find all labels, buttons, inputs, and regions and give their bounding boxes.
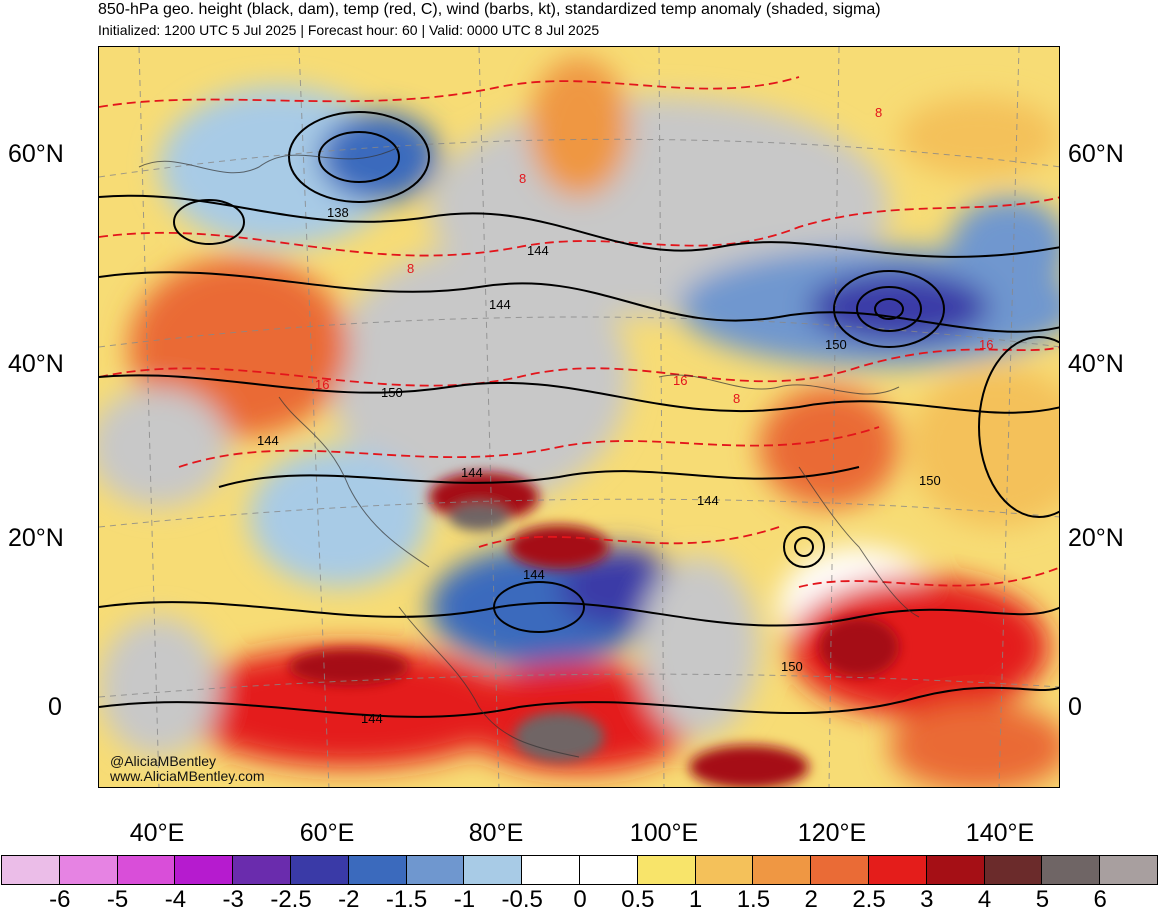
colorbar-swatch [289, 855, 349, 885]
temperature-contours [99, 76, 1059, 588]
anomaly-colorbar [1, 855, 1158, 885]
height-contour-label: 150 [825, 337, 847, 352]
lat-label-right-0: 0 [1068, 693, 1082, 721]
credit-handle: @AliciaMBentley [110, 753, 217, 769]
temperature-contour-label: 8 [407, 261, 415, 276]
lat-label-left-0: 0 [48, 693, 62, 721]
lat-label-left-40n: 40°N [8, 350, 64, 378]
colorbar-swatch [925, 855, 985, 885]
colorbar-tick-label: 5 [1035, 886, 1050, 913]
colorbar-tick-label: 4 [977, 886, 992, 913]
colorbar-swatch [232, 855, 291, 885]
map-subtitle: Initialized: 1200 UTC 5 Jul 2025 | Forec… [98, 22, 600, 38]
colorbar-tick-label: -3 [222, 886, 244, 913]
height-contour-label: 144 [527, 243, 549, 258]
height-contours [99, 111, 1059, 718]
colorbar-swatch [983, 855, 1043, 885]
lon-label-120e: 120°E [797, 819, 867, 847]
colorbar-tick-label: -5 [106, 886, 129, 913]
colorbar-tick-label: 0.5 [621, 886, 655, 913]
lon-label-40e: 40°E [129, 819, 185, 847]
colorbar-tick-label: -6 [49, 886, 71, 913]
colorbar-swatch [521, 855, 580, 885]
lon-label-100e: 100°E [629, 819, 699, 847]
lat-label-right-60n: 60°N [1068, 140, 1124, 168]
colorbar-tick-label: -2 [338, 886, 360, 913]
lat-label-left-60n: 60°N [8, 140, 64, 168]
colorbar-swatch [116, 855, 176, 885]
colorbar-swatch [174, 855, 234, 885]
colorbar-tick-label: 6 [1093, 886, 1107, 913]
colorbar-swatch [1099, 855, 1158, 885]
lat-label-right-20n: 20°N [1068, 524, 1124, 552]
lat-label-right-40n: 40°N [1068, 350, 1124, 378]
colorbar-tick-label: 1.5 [736, 886, 771, 913]
height-contour-label: 144 [361, 711, 383, 726]
height-contour-label: 144 [257, 433, 279, 448]
colorbar-tick-label: -2.5 [270, 886, 312, 913]
colorbar-swatch [405, 855, 465, 885]
colorbar-swatch [810, 855, 869, 885]
colorbar-tick-label: -1 [453, 886, 476, 913]
colorbar-swatch [1041, 855, 1101, 885]
graticule [99, 47, 1059, 787]
colorbar-swatch [1, 855, 60, 885]
height-contour-label: 144 [523, 567, 545, 582]
colorbar-swatch [578, 855, 638, 885]
temperature-contour-label: 8 [519, 171, 527, 186]
height-contour-label: 144 [697, 493, 719, 508]
temperature-contour-label: 8 [875, 105, 883, 120]
height-contour-label: 144 [461, 465, 483, 480]
lon-label-140e: 140°E [965, 819, 1035, 847]
lon-label-60e: 60°E [299, 819, 355, 847]
colorbar-tick-label: 2 [804, 886, 818, 913]
colorbar-swatch [752, 855, 812, 885]
height-contour-label: 144 [489, 297, 511, 312]
colorbar-tick-label: 3 [920, 886, 934, 913]
height-contour-label: 150 [381, 385, 403, 400]
colorbar-tick-label: 2.5 [852, 886, 886, 913]
temperature-contour-label: 8 [733, 391, 741, 406]
temperature-contour-label: 16 [315, 377, 330, 392]
lon-label-80e: 80°E [468, 819, 524, 847]
coastlines [138, 146, 920, 758]
temperature-contour-label: 16 [979, 337, 994, 352]
colorbar-swatch [636, 855, 696, 885]
colorbar-swatch [463, 855, 523, 885]
anomaly-shading [99, 57, 1059, 787]
colorbar-swatch [58, 855, 118, 885]
temperature-contour-label: 16 [673, 373, 688, 388]
lat-label-left-20n: 20°N [8, 524, 64, 552]
map-canvas [99, 47, 1059, 787]
colorbar-tick-label: -1.5 [385, 886, 428, 913]
anomaly-cores [289, 472, 899, 787]
colorbar-swatch [347, 855, 407, 885]
map-title: 850-hPa geo. height (black, dam), temp (… [98, 1, 881, 18]
height-contour-label: 138 [327, 205, 349, 220]
colorbar-swatch [694, 855, 754, 885]
height-contour-label: 150 [919, 473, 941, 488]
colorbar-tick-label: 0 [573, 886, 587, 913]
colorbar-tick-label: -4 [164, 886, 187, 913]
credit-site: www.AliciaMBentley.com [110, 768, 265, 784]
colorbar-swatch [867, 855, 927, 885]
colorbar-tick-label: 1 [688, 886, 703, 913]
height-contour-label: 150 [781, 659, 803, 674]
colorbar-tick-label: -0.5 [501, 886, 543, 913]
forecast-map: 138 144 144 150 144 144 144 144 150 150 150 144 8 8 8 1… [98, 46, 1060, 788]
